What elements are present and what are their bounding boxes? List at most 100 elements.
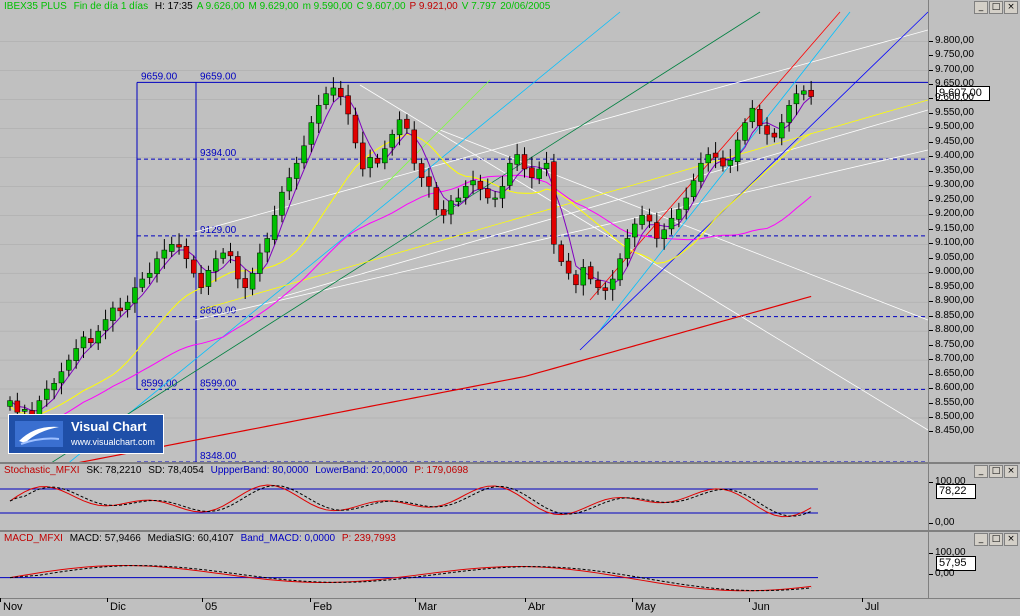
candle-body	[749, 107, 756, 123]
macd-value: MACD: 57,9466	[69, 533, 141, 544]
sma-50-line	[9, 174, 812, 429]
price-tick: 8.800,00	[929, 324, 974, 336]
candle-body	[242, 278, 248, 288]
price-chart[interactable]: 9659.00 9659.00 9394.00 9129.00 8850.00 8599.…	[0, 0, 928, 462]
candle-body	[161, 249, 168, 259]
candle-body	[73, 348, 79, 361]
level-label: 9129.00	[200, 225, 237, 236]
candle-body	[382, 148, 388, 164]
candle-body	[485, 188, 491, 199]
candle-body	[220, 252, 226, 259]
price-tick: 9.300,00	[929, 179, 974, 191]
price-tick: 9.100,00	[929, 237, 974, 249]
maximize-button[interactable]: □	[989, 1, 1003, 14]
macd-last-box: 57,95	[936, 556, 976, 571]
candle-body	[690, 180, 697, 198]
trend-line	[69, 11, 621, 462]
time-axis-label: Abr	[524, 598, 546, 613]
stochastic-close-button[interactable]: ×	[1004, 465, 1018, 478]
candle-body	[756, 109, 763, 126]
trend-line	[199, 99, 928, 311]
candle-body	[676, 209, 682, 220]
candle-body	[66, 359, 72, 371]
candle-body	[146, 272, 153, 278]
price-field-0: H: 17:35	[154, 1, 193, 12]
time-axis-label: Jun	[749, 598, 770, 613]
price-fields: H: 17:35 A 9.626,00 M 9.629,00 m 9.590,00 C …	[155, 1, 554, 12]
candle-body	[404, 118, 410, 129]
time-axis[interactable]: Nov Dic 05 Feb Mar Abr May Jun Jul	[0, 598, 1020, 616]
stochastic-sk-line	[9, 484, 812, 518]
stochastic-maximize-button[interactable]: □	[989, 465, 1003, 478]
candle-body	[639, 215, 645, 225]
candle-body	[801, 90, 807, 95]
macd-chart[interactable]	[0, 532, 928, 600]
candle-body	[742, 122, 748, 141]
minimize-button[interactable]: _	[974, 1, 988, 14]
stochastic-upper: UppperBand: 80,0000	[210, 465, 309, 476]
candle-body	[257, 252, 263, 274]
stochastic-minimize-button[interactable]: _	[974, 465, 988, 478]
candle-body	[124, 301, 131, 310]
trend-line	[277, 109, 928, 299]
candle-body	[374, 158, 381, 164]
candle-body	[198, 272, 204, 288]
candle-body	[492, 197, 498, 200]
candle-body	[293, 162, 300, 179]
time-axis-label: 05	[201, 598, 218, 613]
macd-pane[interactable]: MACD_MFXI MACD: 57,9466 MediaSIG: 60,410…	[0, 530, 1020, 600]
candle-body	[7, 400, 13, 407]
stochastic-chart[interactable]	[0, 464, 928, 532]
candle-body	[301, 145, 307, 164]
candle-body	[683, 197, 689, 210]
candle-body	[51, 382, 57, 391]
price-pane[interactable]: 9659.00 9659.00 9394.00 9129.00 8850.00 8599.…	[0, 0, 1020, 462]
candle-body	[609, 278, 616, 290]
candle-body	[470, 180, 476, 186]
level-label: 8348.00	[200, 451, 237, 462]
price-axis[interactable]: 9.607,00 9.800,00 9.750,00 9.700,00 9.650,0…	[928, 0, 1020, 462]
price-tick: 9.150,00	[929, 222, 974, 234]
candle-body	[21, 409, 28, 412]
stochastic-pane[interactable]: Stochastic_MFXI SK: 78,2210 SD: 78,4054 …	[0, 462, 1020, 532]
candle-body	[448, 200, 454, 215]
trend-line	[51, 11, 761, 462]
price-header: IBEX35 PLUS Fin de día 1 días H: 17:35 A …	[0, 0, 930, 14]
macd-maximize-button[interactable]: □	[989, 533, 1003, 546]
price-field-3: m 9.590,00	[302, 1, 353, 12]
candle-body	[271, 215, 278, 240]
macd-minimize-button[interactable]: _	[974, 533, 988, 546]
price-tick: 9.000,00	[929, 266, 974, 278]
price-tick: 9.600,00	[929, 92, 974, 104]
candle-body	[176, 244, 182, 248]
price-window-buttons: _ □ ×	[974, 1, 1018, 14]
candle-body	[367, 157, 373, 169]
candle-body	[213, 258, 219, 272]
candle-body	[705, 154, 711, 164]
macd-close-button[interactable]: ×	[1004, 533, 1018, 546]
price-tick: 9.700,00	[929, 63, 974, 75]
candle-body	[80, 336, 87, 349]
candle-body	[455, 197, 462, 202]
candle-body	[529, 167, 535, 178]
stochastic-sk: SK: 78,2210	[86, 465, 142, 476]
level-label: 9659.00	[141, 71, 178, 82]
candle-body	[536, 168, 542, 179]
price-tick: 8.550,00	[929, 396, 974, 408]
logo-swoosh-icon	[15, 421, 63, 447]
candle-body	[58, 371, 65, 384]
macd-name: MACD_MFXI	[4, 533, 63, 544]
price-field-4: C 9.607,00	[356, 1, 406, 12]
stochastic-sd: SD: 78,4054	[148, 465, 204, 476]
candle-body	[558, 244, 564, 262]
price-tick: 9.450,00	[929, 135, 974, 147]
candle-body	[514, 154, 520, 165]
candle-body	[646, 214, 653, 222]
price-field-6: V 7.797	[461, 1, 497, 12]
candle-body	[315, 105, 322, 124]
candle-body	[587, 266, 594, 280]
close-button[interactable]: ×	[1004, 1, 1018, 14]
sma-5-line	[9, 95, 812, 412]
candle-body	[779, 122, 785, 139]
price-tick: 8.900,00	[929, 295, 974, 307]
